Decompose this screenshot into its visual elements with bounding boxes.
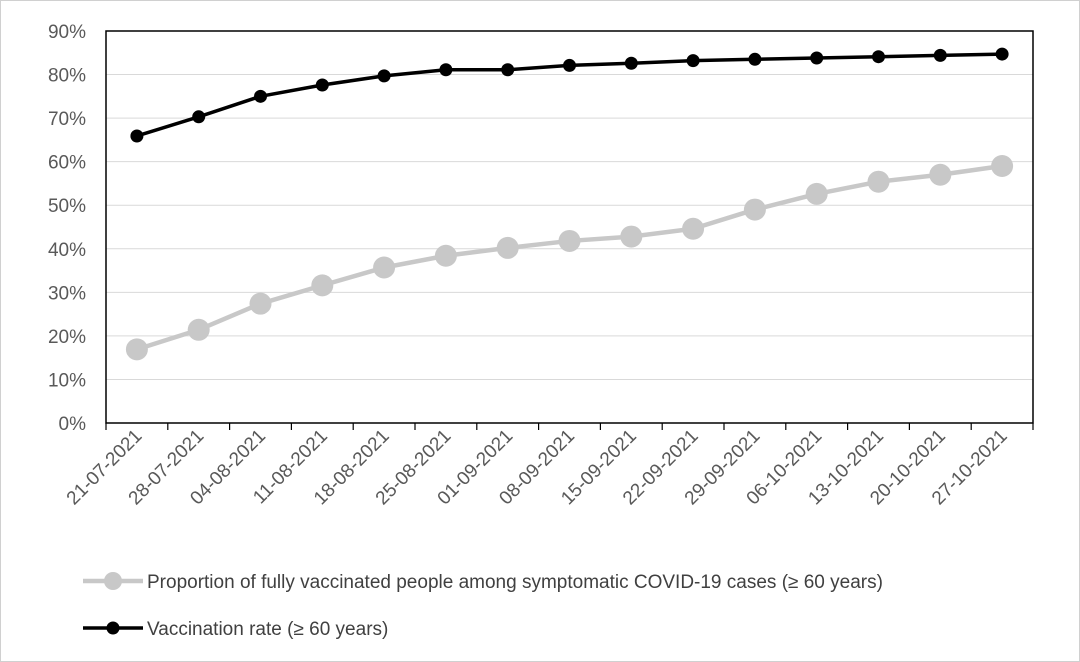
y-axis: 0% 10% 20% 30% 40% 50% 60% 70% 80% 90% xyxy=(48,22,86,435)
legend-item: Vaccination rate (≥ 60 years) xyxy=(83,619,388,640)
data-point xyxy=(496,236,519,259)
data-point xyxy=(743,198,766,221)
y-tick-label: 60% xyxy=(48,153,86,174)
y-tick-label: 10% xyxy=(48,370,86,391)
data-point xyxy=(125,338,148,361)
data-point xyxy=(748,52,762,66)
data-point xyxy=(872,50,885,64)
y-tick-label: 50% xyxy=(48,196,86,217)
data-point xyxy=(991,155,1014,178)
gridlines xyxy=(105,30,1034,424)
data-point xyxy=(439,63,453,77)
plot-area-border xyxy=(105,30,1034,424)
data-point xyxy=(995,47,1009,61)
data-point xyxy=(501,63,515,77)
data-point xyxy=(929,163,952,186)
legend-swatch-marker xyxy=(106,621,120,635)
legend-label: Proportion of fully vaccinated people am… xyxy=(147,572,883,593)
series-2 xyxy=(130,47,1009,143)
y-tick-label: 70% xyxy=(48,109,86,130)
legend-item: Proportion of fully vaccinated people am… xyxy=(83,572,883,593)
y-tick-label: 20% xyxy=(48,327,86,348)
data-point xyxy=(558,229,581,252)
data-point xyxy=(867,170,890,193)
data-point xyxy=(624,56,638,70)
legend: Proportion of fully vaccinated people am… xyxy=(83,572,883,640)
data-point xyxy=(563,58,576,72)
y-tick-label: 0% xyxy=(59,414,87,435)
series-group xyxy=(125,47,1014,361)
data-point xyxy=(620,225,643,248)
data-point xyxy=(311,274,334,297)
y-tick-label: 30% xyxy=(48,283,86,304)
series-line xyxy=(136,163,1003,352)
data-point xyxy=(682,217,705,240)
y-tick-label: 40% xyxy=(48,240,86,261)
legend-swatch-marker xyxy=(104,572,122,590)
data-point xyxy=(254,89,267,103)
data-point xyxy=(933,48,947,62)
data-point xyxy=(377,69,391,83)
data-point xyxy=(187,318,210,341)
data-point xyxy=(315,78,329,92)
data-point xyxy=(130,129,144,143)
data-point xyxy=(686,54,700,68)
data-point xyxy=(810,51,824,65)
data-point xyxy=(373,256,396,279)
data-point xyxy=(249,292,272,315)
data-point xyxy=(192,110,206,124)
y-tick-label: 80% xyxy=(48,66,86,87)
data-point xyxy=(434,244,457,267)
series-1 xyxy=(125,155,1014,361)
data-point xyxy=(805,182,828,205)
y-tick-label: 90% xyxy=(48,22,86,43)
legend-label: Vaccination rate (≥ 60 years) xyxy=(147,619,388,640)
x-axis: 21-07-202128-07-202104-08-202111-08-2021… xyxy=(63,423,1034,509)
